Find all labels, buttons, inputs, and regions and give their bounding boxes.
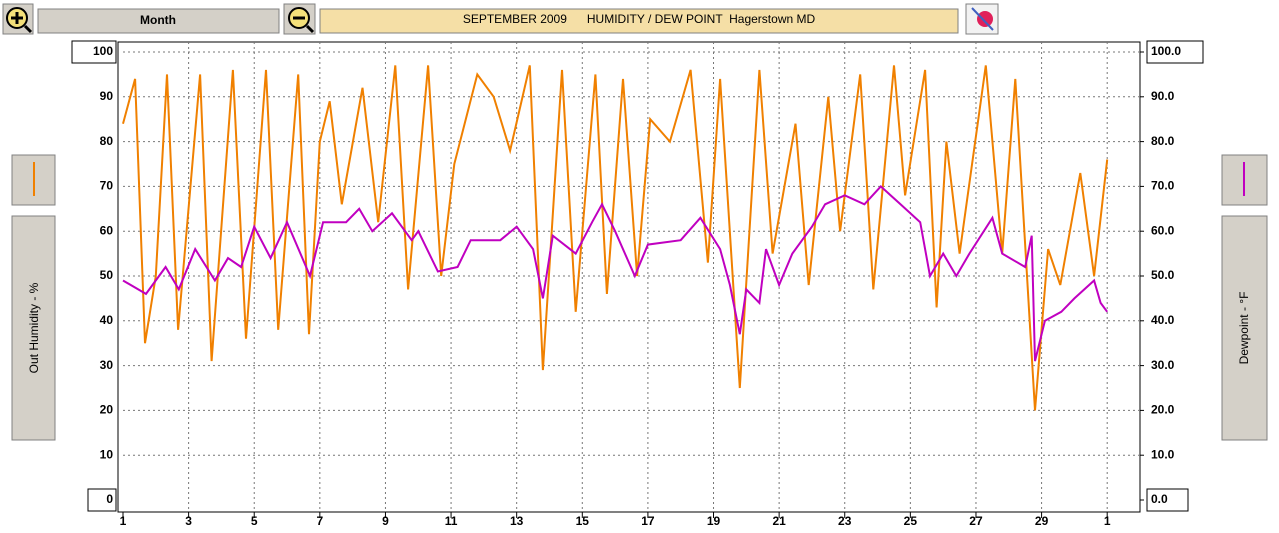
y2-tick-box bbox=[1146, 40, 1204, 64]
series-line bbox=[122, 184, 1109, 362]
y-tick-box bbox=[71, 40, 117, 64]
x-tick-label: 27 bbox=[969, 514, 983, 528]
zoom-out-button[interactable] bbox=[283, 3, 316, 35]
y-tick-label: 30 bbox=[100, 358, 114, 372]
y-tick-label: 0 bbox=[106, 492, 113, 506]
title-box bbox=[319, 8, 959, 34]
y-axis-title: Out Humidity - % bbox=[27, 282, 41, 373]
x-tick-label: 23 bbox=[838, 514, 852, 528]
y2-tick-label: 100.0 bbox=[1151, 44, 1181, 58]
y2-tick-label: 50.0 bbox=[1151, 268, 1175, 282]
y-tick-label: 70 bbox=[100, 179, 114, 193]
x-tick-label: 15 bbox=[576, 514, 590, 528]
y-tick-label: 40 bbox=[100, 313, 114, 327]
y-axis-title-button[interactable] bbox=[11, 215, 56, 441]
x-tick-label: 5 bbox=[251, 514, 258, 528]
y2-tick-box bbox=[1146, 488, 1189, 512]
x-tick-label: 11 bbox=[445, 514, 458, 528]
x-tick-label: 17 bbox=[641, 514, 655, 528]
x-tick-label: 13 bbox=[510, 514, 524, 528]
x-tick-label: 1 bbox=[1104, 514, 1111, 528]
y-tick-label: 50 bbox=[100, 268, 114, 282]
y-tick-label: 90 bbox=[100, 89, 114, 103]
y-tick-label: 20 bbox=[100, 403, 114, 417]
y2-axis-title: Dewpoint - °F bbox=[1237, 292, 1251, 365]
y-tick-label: 80 bbox=[100, 134, 114, 148]
y-tick-label: 100 bbox=[93, 44, 113, 58]
y-tick-box bbox=[87, 488, 117, 512]
options-icon[interactable] bbox=[965, 3, 999, 35]
y-tick-label: 10 bbox=[100, 447, 114, 461]
period-button[interactable] bbox=[37, 8, 280, 34]
y2-tick-label: 60.0 bbox=[1151, 223, 1175, 237]
y2-tick-label: 90.0 bbox=[1151, 89, 1175, 103]
x-tick-label: 7 bbox=[316, 514, 323, 528]
chart-title: SEPTEMBER 2009 HUMIDITY / DEW POINT Hage… bbox=[463, 12, 816, 26]
y2-tick-label: 10.0 bbox=[1151, 447, 1175, 461]
y2-tick-label: 30.0 bbox=[1151, 358, 1175, 372]
y-tick-label: 60 bbox=[100, 223, 114, 237]
y2-tick-label: 40.0 bbox=[1151, 313, 1175, 327]
plot-frame bbox=[117, 41, 1141, 513]
x-tick-label: 1 bbox=[120, 514, 127, 528]
x-tick-label: 9 bbox=[382, 514, 389, 528]
y2-tick-label: 20.0 bbox=[1151, 403, 1175, 417]
zoom-in-button[interactable] bbox=[2, 3, 34, 35]
x-tick-label: 29 bbox=[1035, 514, 1049, 528]
series-line bbox=[122, 65, 1109, 411]
y2-tick-label: 70.0 bbox=[1151, 179, 1175, 193]
x-tick-label: 25 bbox=[904, 514, 918, 528]
y2-axis-title-button[interactable] bbox=[1221, 215, 1268, 441]
x-tick-label: 21 bbox=[772, 514, 786, 528]
period-label: Month bbox=[140, 13, 176, 27]
y2-tick-label: 80.0 bbox=[1151, 134, 1175, 148]
y2-tick-label: 0.0 bbox=[1151, 492, 1168, 506]
x-tick-label: 3 bbox=[185, 514, 192, 528]
x-tick-label: 19 bbox=[707, 514, 721, 528]
